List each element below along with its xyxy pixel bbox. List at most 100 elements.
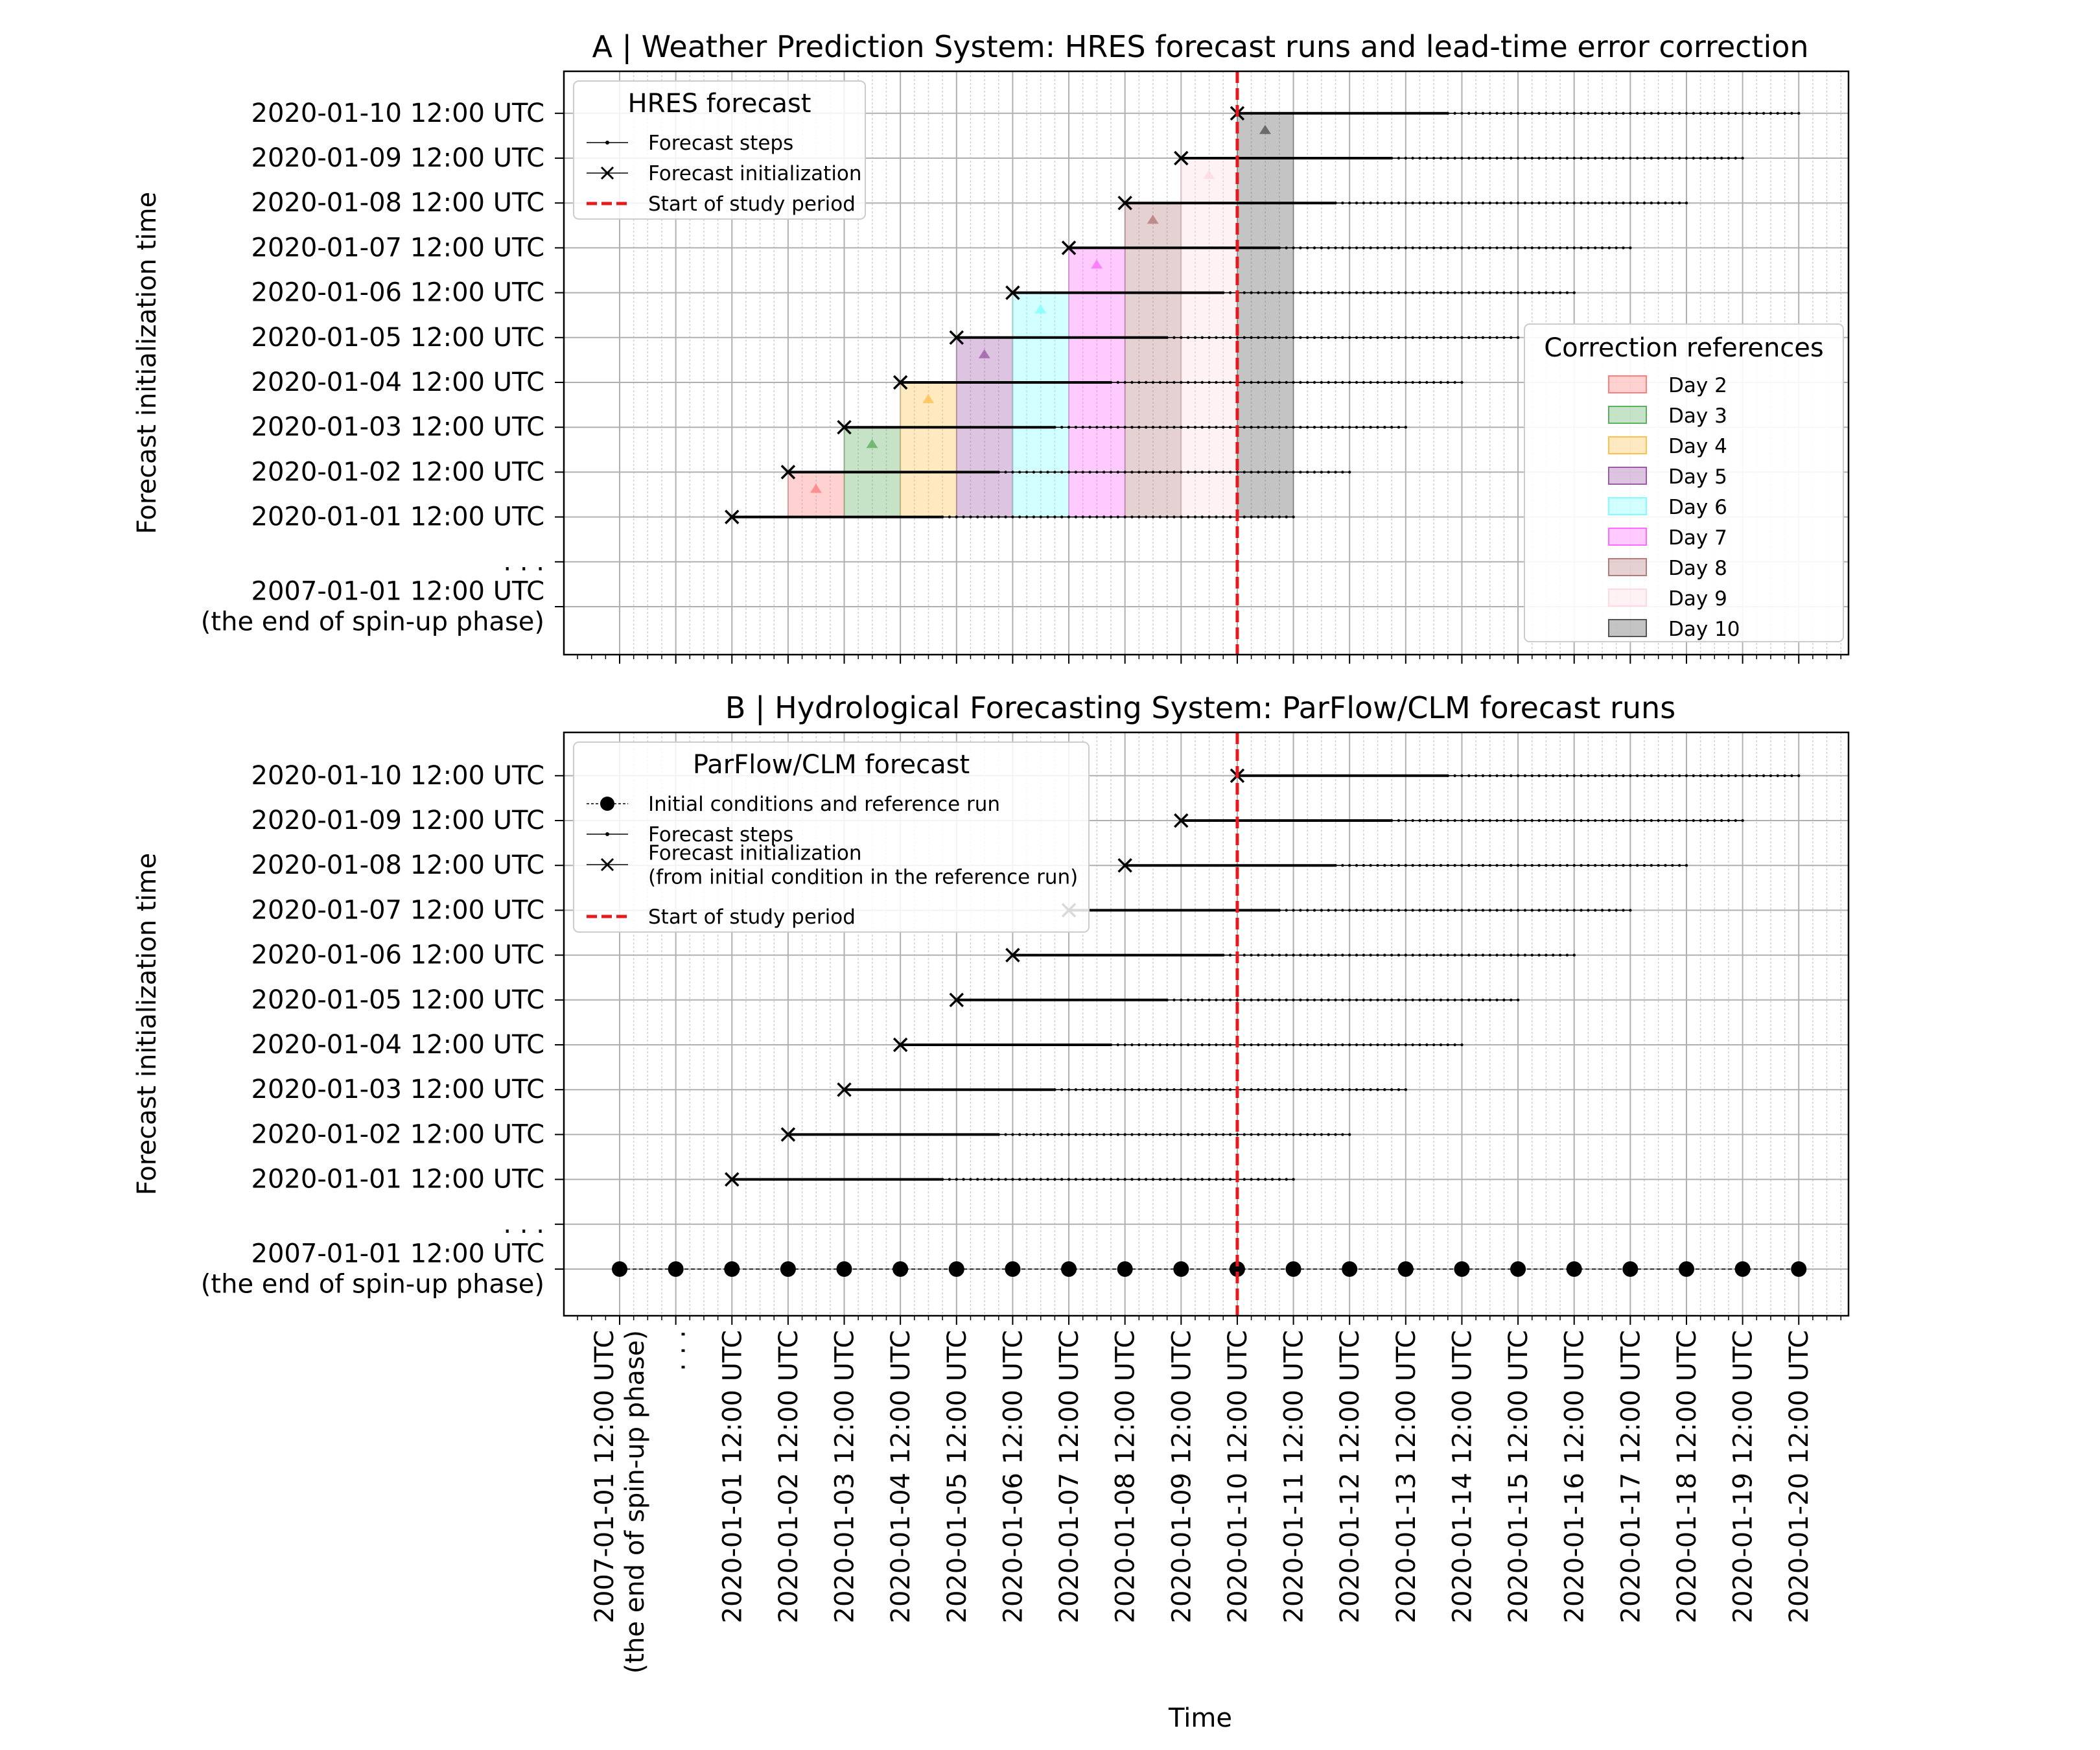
forecast-step-dot [1306,426,1309,429]
forecast-step-dot [1186,380,1190,384]
forecast-step-dot [1699,156,1702,160]
forecast-step-dot [1334,202,1337,205]
forecast-step-dot [1552,864,1555,867]
forecast-step-dot [1439,246,1443,250]
forecast-step-dot [1299,953,1302,957]
legend-swatch [1608,436,1647,454]
forecast-step-dot [1109,1088,1113,1091]
forecast-step-dot [1418,380,1421,384]
forecast-step-dot [1460,1043,1464,1047]
forecast-step-dot [1657,111,1660,115]
plot-frame [563,70,1850,656]
y-tick-label: 2020-01-10 12:00 UTC [251,761,544,791]
forecast-step-dot [1664,819,1667,822]
forecast-step-dot [1200,471,1204,474]
forecast-step-dot [1257,426,1260,429]
forecast-step-dot [1467,953,1471,957]
forecast-step-dot [1439,156,1443,160]
forecast-step-dot [1151,1088,1155,1091]
forecast-step-dot [940,1178,944,1181]
forecast-step-dot [1425,246,1429,250]
x-tick-label: 2020-01-15 12:00 UTC [1504,1330,1534,1623]
forecast-step-dot [1123,1178,1126,1181]
forecast-step-dot [1432,909,1436,912]
forecast-step-dot [1460,336,1464,339]
forecast-step-dot [1306,380,1309,384]
forecast-step-dot [1215,1088,1218,1091]
forecast-step-dot [1523,156,1527,160]
forecast-step-dot [1516,909,1520,912]
forecast-step-dot [1116,1088,1120,1091]
forecast-step-dot [1629,774,1632,778]
forecast-step-dot [1369,291,1372,294]
forecast-step-dot [1116,1133,1120,1136]
forecast-step-dot [1383,426,1386,429]
forecast-step-dot [1593,774,1597,778]
forecast-step-dot [1165,380,1169,384]
forecast-step-dot [1200,336,1204,339]
forecast-step-dot [1355,909,1359,912]
reference-run-point [1791,1261,1807,1277]
forecast-step-dot [1250,998,1253,1002]
forecast-step-dot [1242,380,1246,384]
forecast-step-dot [1607,774,1611,778]
forecast-step-dot [1327,380,1330,384]
forecast-step-dot [1446,156,1449,160]
forecast-step-dot [1502,998,1506,1002]
forecast-step-dot [1650,819,1653,822]
forecast-step-dot [1565,774,1569,778]
forecast-step-dot [1481,156,1485,160]
legend-entry: Day 9 [1668,587,1727,611]
forecast-step-dot [1460,380,1464,384]
x-tick-label: 2020-01-04 12:00 UTC [886,1330,916,1623]
forecast-step-dot [1362,1043,1366,1047]
forecast-step-dot [1299,426,1302,429]
forecast-step-dot [1278,336,1281,339]
forecast-step-dot [1390,953,1394,957]
forecast-step-dot [1516,819,1520,822]
forecast-step-dot [1018,1133,1021,1136]
forecast-step-dot [1671,774,1674,778]
forecast-step-dot [1635,819,1639,822]
forecast-step-dot [1172,426,1176,429]
forecast-step-dot [1039,1178,1042,1181]
x-tick-label: 2020-01-18 12:00 UTC [1672,1330,1702,1623]
forecast-step-dot [1615,246,1618,250]
forecast-step-dot [1123,426,1126,429]
forecast-step-dot [1186,998,1190,1002]
forecast-step-dot [1502,111,1506,115]
forecast-step-dot [1172,1043,1176,1047]
forecast-step-dot [1439,953,1443,957]
forecast-step-dot [1327,1088,1330,1091]
forecast-step-dot [997,515,1000,519]
forecast-step-dot [1348,998,1351,1002]
forecast-step-dot [1306,1043,1309,1047]
forecast-step-dot [1215,515,1218,519]
forecast-step-dot [1418,202,1421,205]
forecast-step-dot [1523,111,1527,115]
forecast-step-dot [1516,156,1520,160]
forecast-step-dot [1706,819,1709,822]
forecast-step-dot [1348,1088,1351,1091]
forecast-step-dot [1130,426,1134,429]
x-tick-label: 2020-01-14 12:00 UTC [1447,1330,1477,1623]
forecast-step-dot [1523,864,1527,867]
forecast-step-dot [1088,1088,1091,1091]
forecast-step-dot [1222,1178,1225,1181]
forecast-step-dot [1453,380,1456,384]
forecast-step-dot [1228,380,1232,384]
forecast-step-dot [1130,1043,1134,1047]
forecast-init-marker [949,330,964,345]
forecast-step-dot [1208,515,1211,519]
forecast-step-dot [1270,1178,1274,1181]
forecast-step-dot [1299,1133,1302,1136]
forecast-step-dot [969,1178,972,1181]
forecast-step-dot [1404,156,1408,160]
forecast-step-dot [1397,864,1401,867]
forecast-step-dot [1510,202,1513,205]
forecast-step-dot [1369,336,1372,339]
y-tick-label: . . . [503,1209,544,1239]
y-tick-label: 2020-01-03 12:00 UTC [251,412,544,442]
forecast-step-dot [1671,819,1674,822]
forecast-step-dot [1481,202,1485,205]
